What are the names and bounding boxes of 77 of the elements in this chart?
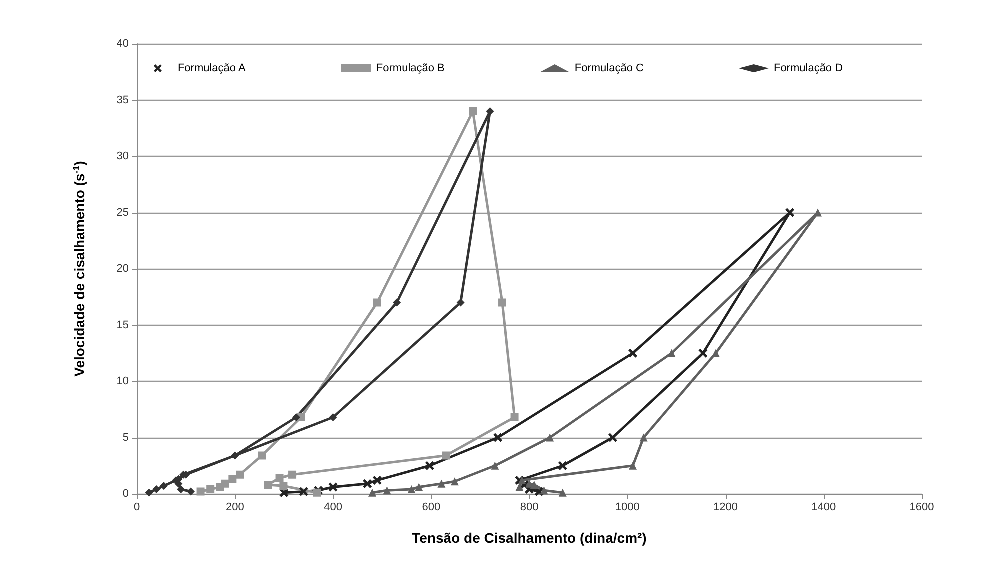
- x-axis-title: Tensão de Cisalhamento (dina/cm²): [412, 530, 647, 546]
- point: [206, 486, 215, 494]
- legend-label: Formulação B: [376, 62, 445, 74]
- point: [160, 482, 168, 490]
- point: [372, 476, 382, 485]
- point: [469, 108, 478, 116]
- point: [558, 488, 567, 497]
- point: [393, 298, 402, 307]
- point: [196, 488, 205, 496]
- y-tick-label: 30: [116, 150, 129, 162]
- point: [698, 348, 708, 358]
- y-tick-label: 5: [122, 432, 129, 444]
- point: [152, 486, 161, 494]
- point: [292, 414, 300, 422]
- x-tick-label: 200: [226, 502, 244, 514]
- point: [438, 480, 446, 488]
- point: [186, 488, 195, 496]
- point: [299, 487, 308, 496]
- point: [236, 470, 244, 479]
- point: [540, 486, 548, 495]
- y-tick-label: 0: [122, 488, 129, 500]
- x-tick-label: 1400: [812, 502, 836, 514]
- y-tick-label: 40: [116, 38, 129, 50]
- point: [494, 433, 503, 442]
- point: [786, 208, 795, 218]
- point: [280, 482, 288, 490]
- point: [629, 462, 638, 470]
- x-tick-label: 1200: [714, 502, 738, 514]
- point: [668, 349, 676, 358]
- point: [228, 475, 237, 484]
- point: [177, 486, 186, 494]
- point: [276, 474, 284, 482]
- point: [368, 488, 376, 497]
- point: [486, 108, 494, 116]
- y-tick-label: 15: [116, 319, 129, 332]
- point: [530, 481, 538, 489]
- x-tick-label: 800: [520, 502, 539, 514]
- point: [425, 461, 434, 470]
- point: [640, 434, 648, 442]
- x-tick-label: 400: [324, 502, 342, 514]
- point: [510, 414, 519, 422]
- x-tick-label: 1000: [615, 502, 640, 514]
- point: [329, 414, 338, 422]
- point: [442, 452, 450, 460]
- x-tick-label: 600: [422, 502, 441, 514]
- legend-label: Formulação C: [574, 62, 644, 74]
- point: [383, 486, 392, 495]
- y-tick-label: 10: [116, 376, 129, 388]
- point: [558, 461, 568, 470]
- x-tick-label: 0: [134, 502, 140, 514]
- point: [546, 434, 554, 442]
- point: [313, 488, 322, 497]
- point: [628, 348, 638, 358]
- y-axis-title: Velocidade de cisalhamento (s-1): [72, 161, 88, 377]
- legend-label: Formulação D: [774, 62, 844, 74]
- point: [258, 452, 266, 460]
- point: [498, 298, 507, 307]
- y-tick-label: 20: [116, 263, 129, 275]
- point: [415, 483, 424, 492]
- y-tick-label: 25: [116, 206, 129, 219]
- y-tick-label: 35: [116, 94, 129, 106]
- point: [456, 298, 465, 307]
- point: [491, 462, 500, 470]
- point: [231, 452, 240, 460]
- point: [328, 482, 338, 492]
- point: [518, 476, 526, 484]
- point: [450, 478, 459, 486]
- point: [363, 479, 372, 488]
- x-tick-label: 1600: [910, 502, 934, 514]
- point: [373, 298, 382, 307]
- point: [608, 433, 618, 442]
- point: [288, 470, 297, 479]
- point: [221, 480, 230, 488]
- point: [145, 488, 154, 497]
- point: [408, 486, 416, 494]
- point: [264, 481, 272, 489]
- legend-label: Formulação A: [178, 62, 246, 74]
